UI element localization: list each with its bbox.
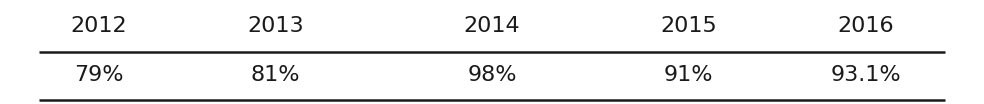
- Text: 2014: 2014: [463, 16, 521, 36]
- Text: 81%: 81%: [251, 65, 300, 85]
- Text: 2013: 2013: [247, 16, 304, 36]
- Text: 98%: 98%: [467, 65, 517, 85]
- Text: 2016: 2016: [837, 16, 894, 36]
- Text: 79%: 79%: [74, 65, 123, 85]
- Text: 93.1%: 93.1%: [830, 65, 901, 85]
- Text: 2012: 2012: [70, 16, 127, 36]
- Text: 91%: 91%: [664, 65, 713, 85]
- Text: 2015: 2015: [660, 16, 717, 36]
